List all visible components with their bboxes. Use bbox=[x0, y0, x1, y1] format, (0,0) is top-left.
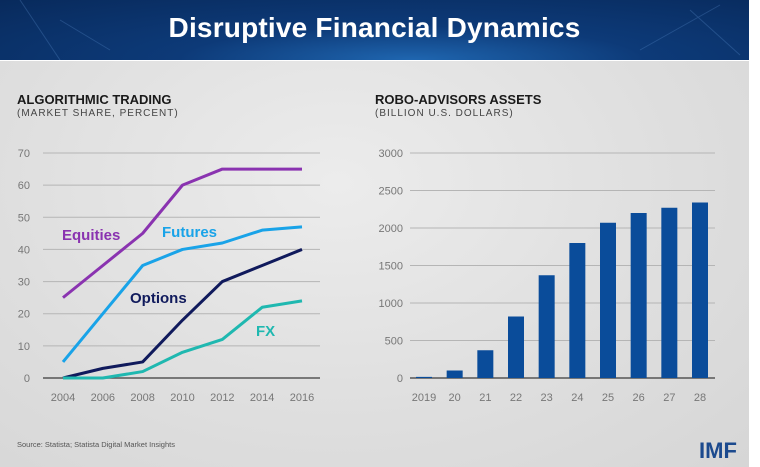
x-tick-label: 27 bbox=[663, 392, 675, 404]
source-note: Source: Statista; Statista Digital Marke… bbox=[17, 440, 175, 449]
header-banner: Disruptive Financial Dynamics bbox=[0, 0, 749, 60]
y-tick-label: 10 bbox=[18, 341, 30, 353]
x-tick-label: 20 bbox=[449, 392, 461, 404]
x-tick-label: 2006 bbox=[91, 392, 115, 404]
network-decoration bbox=[19, 0, 741, 60]
y-tick-label: 20 bbox=[18, 309, 30, 321]
series-label-options: Options bbox=[130, 290, 187, 307]
x-tick-label: 2010 bbox=[170, 392, 194, 404]
x-tick-label: 21 bbox=[479, 392, 491, 404]
chart-card bbox=[0, 61, 749, 467]
bar-25 bbox=[600, 222, 616, 378]
x-tick-label: 2016 bbox=[290, 392, 314, 404]
page-title: Disruptive Financial Dynamics bbox=[168, 12, 581, 43]
y-tick-label: 2500 bbox=[379, 186, 403, 198]
y-tick-label: 500 bbox=[385, 336, 403, 348]
bar-20 bbox=[446, 370, 463, 378]
y-tick-label: 3000 bbox=[379, 148, 403, 160]
bar-24 bbox=[569, 243, 586, 378]
y-tick-label: 30 bbox=[18, 277, 30, 289]
x-tick-label: 2014 bbox=[250, 392, 274, 404]
bar-23 bbox=[538, 275, 555, 378]
x-tick-label: 26 bbox=[633, 392, 645, 404]
bar-22 bbox=[508, 316, 524, 378]
series-label-equities: Equities bbox=[62, 227, 120, 244]
y-tick-label: 2000 bbox=[379, 223, 403, 235]
x-tick-label: 2008 bbox=[130, 392, 154, 404]
x-tick-label: 2004 bbox=[51, 392, 75, 404]
bar-26 bbox=[630, 213, 647, 378]
y-tick-label: 60 bbox=[18, 180, 30, 192]
y-tick-label: 1500 bbox=[379, 261, 403, 273]
left-chart-title: ALGORITHMIC TRADING bbox=[17, 92, 172, 107]
x-tick-label: 28 bbox=[694, 392, 706, 404]
bar-27 bbox=[661, 207, 678, 378]
x-tick-label: 23 bbox=[541, 392, 553, 404]
x-tick-label: 22 bbox=[510, 392, 522, 404]
bar-28 bbox=[692, 202, 708, 378]
series-label-fx: FX bbox=[256, 323, 275, 340]
series-label-futures: Futures bbox=[162, 224, 217, 241]
y-tick-label: 70 bbox=[18, 148, 30, 160]
x-tick-label: 2012 bbox=[210, 392, 234, 404]
right-chart-title: ROBO-ADVISORS ASSETS bbox=[375, 92, 542, 107]
bar-21 bbox=[477, 350, 494, 378]
y-tick-label: 1000 bbox=[379, 298, 403, 310]
x-tick-label: 25 bbox=[602, 392, 614, 404]
right-chart-subtitle: (BILLION U.S. DOLLARS) bbox=[375, 108, 514, 119]
y-tick-label: 0 bbox=[397, 373, 403, 385]
left-chart-subtitle: (MARKET SHARE, PERCENT) bbox=[17, 108, 179, 119]
x-tick-label: 24 bbox=[571, 392, 583, 404]
y-tick-label: 50 bbox=[18, 212, 30, 224]
y-tick-label: 40 bbox=[18, 244, 30, 256]
imf-logo: IMF bbox=[699, 438, 737, 463]
x-tick-label: 2019 bbox=[412, 392, 436, 404]
bar-2019 bbox=[416, 376, 432, 378]
y-tick-label: 0 bbox=[24, 373, 30, 385]
